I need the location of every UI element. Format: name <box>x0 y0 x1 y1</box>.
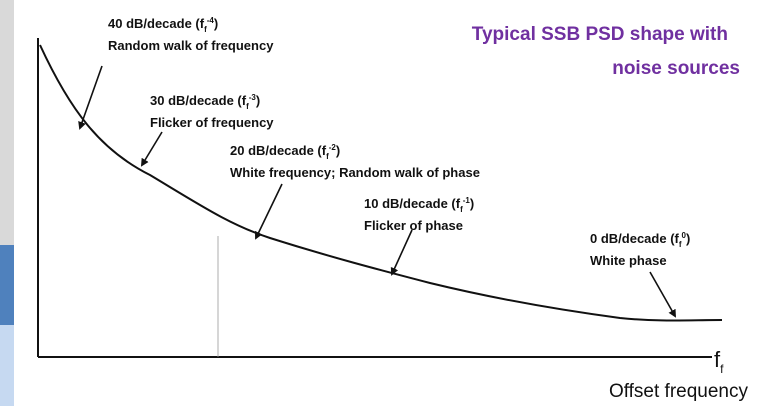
svg-text:10 dB/decade (ff-1): 10 dB/decade (ff-1) <box>364 196 474 214</box>
svg-text:White phase: White phase <box>590 253 667 268</box>
annotation: 40 dB/decade (ff-4) Random walk of frequ… <box>108 16 274 53</box>
side-strip <box>0 325 14 406</box>
svg-text:0 dB/decade (ff0): 0 dB/decade (ff0) <box>590 231 690 249</box>
arrow <box>78 65 103 130</box>
svg-text:Flicker of phase: Flicker of phase <box>364 218 463 233</box>
annotation: 30 dB/decade (ff-3) Flicker of frequency <box>150 93 274 130</box>
title: Typical SSB PSD shape with <box>472 24 728 45</box>
arrow <box>140 131 163 167</box>
axis-label: Offset frequency <box>609 381 749 402</box>
svg-text:White frequency; Random walk o: White frequency; Random walk of phase <box>230 165 480 180</box>
side-strip <box>0 245 14 325</box>
svg-text:Flicker of frequency: Flicker of frequency <box>150 115 274 130</box>
side-strip <box>0 0 14 245</box>
arrow <box>649 271 676 318</box>
svg-text:20 dB/decade (ff-2): 20 dB/decade (ff-2) <box>230 143 340 161</box>
svg-text:30 dB/decade (ff-3): 30 dB/decade (ff-3) <box>150 93 260 111</box>
arrow <box>390 229 413 276</box>
title: noise sources <box>612 58 740 79</box>
annotation: 10 dB/decade (ff-1) Flicker of phase <box>364 196 474 233</box>
arrow <box>254 183 283 240</box>
annotation: 20 dB/decade (ff-2) White frequency; Ran… <box>230 143 480 180</box>
svg-text:Random walk of frequency: Random walk of frequency <box>108 38 274 53</box>
axis-symbol: ff <box>714 347 724 376</box>
svg-text:40 dB/decade (ff-4): 40 dB/decade (ff-4) <box>108 16 218 34</box>
psd-curve <box>39 44 723 322</box>
annotation: 0 dB/decade (ff0) White phase <box>590 231 690 268</box>
